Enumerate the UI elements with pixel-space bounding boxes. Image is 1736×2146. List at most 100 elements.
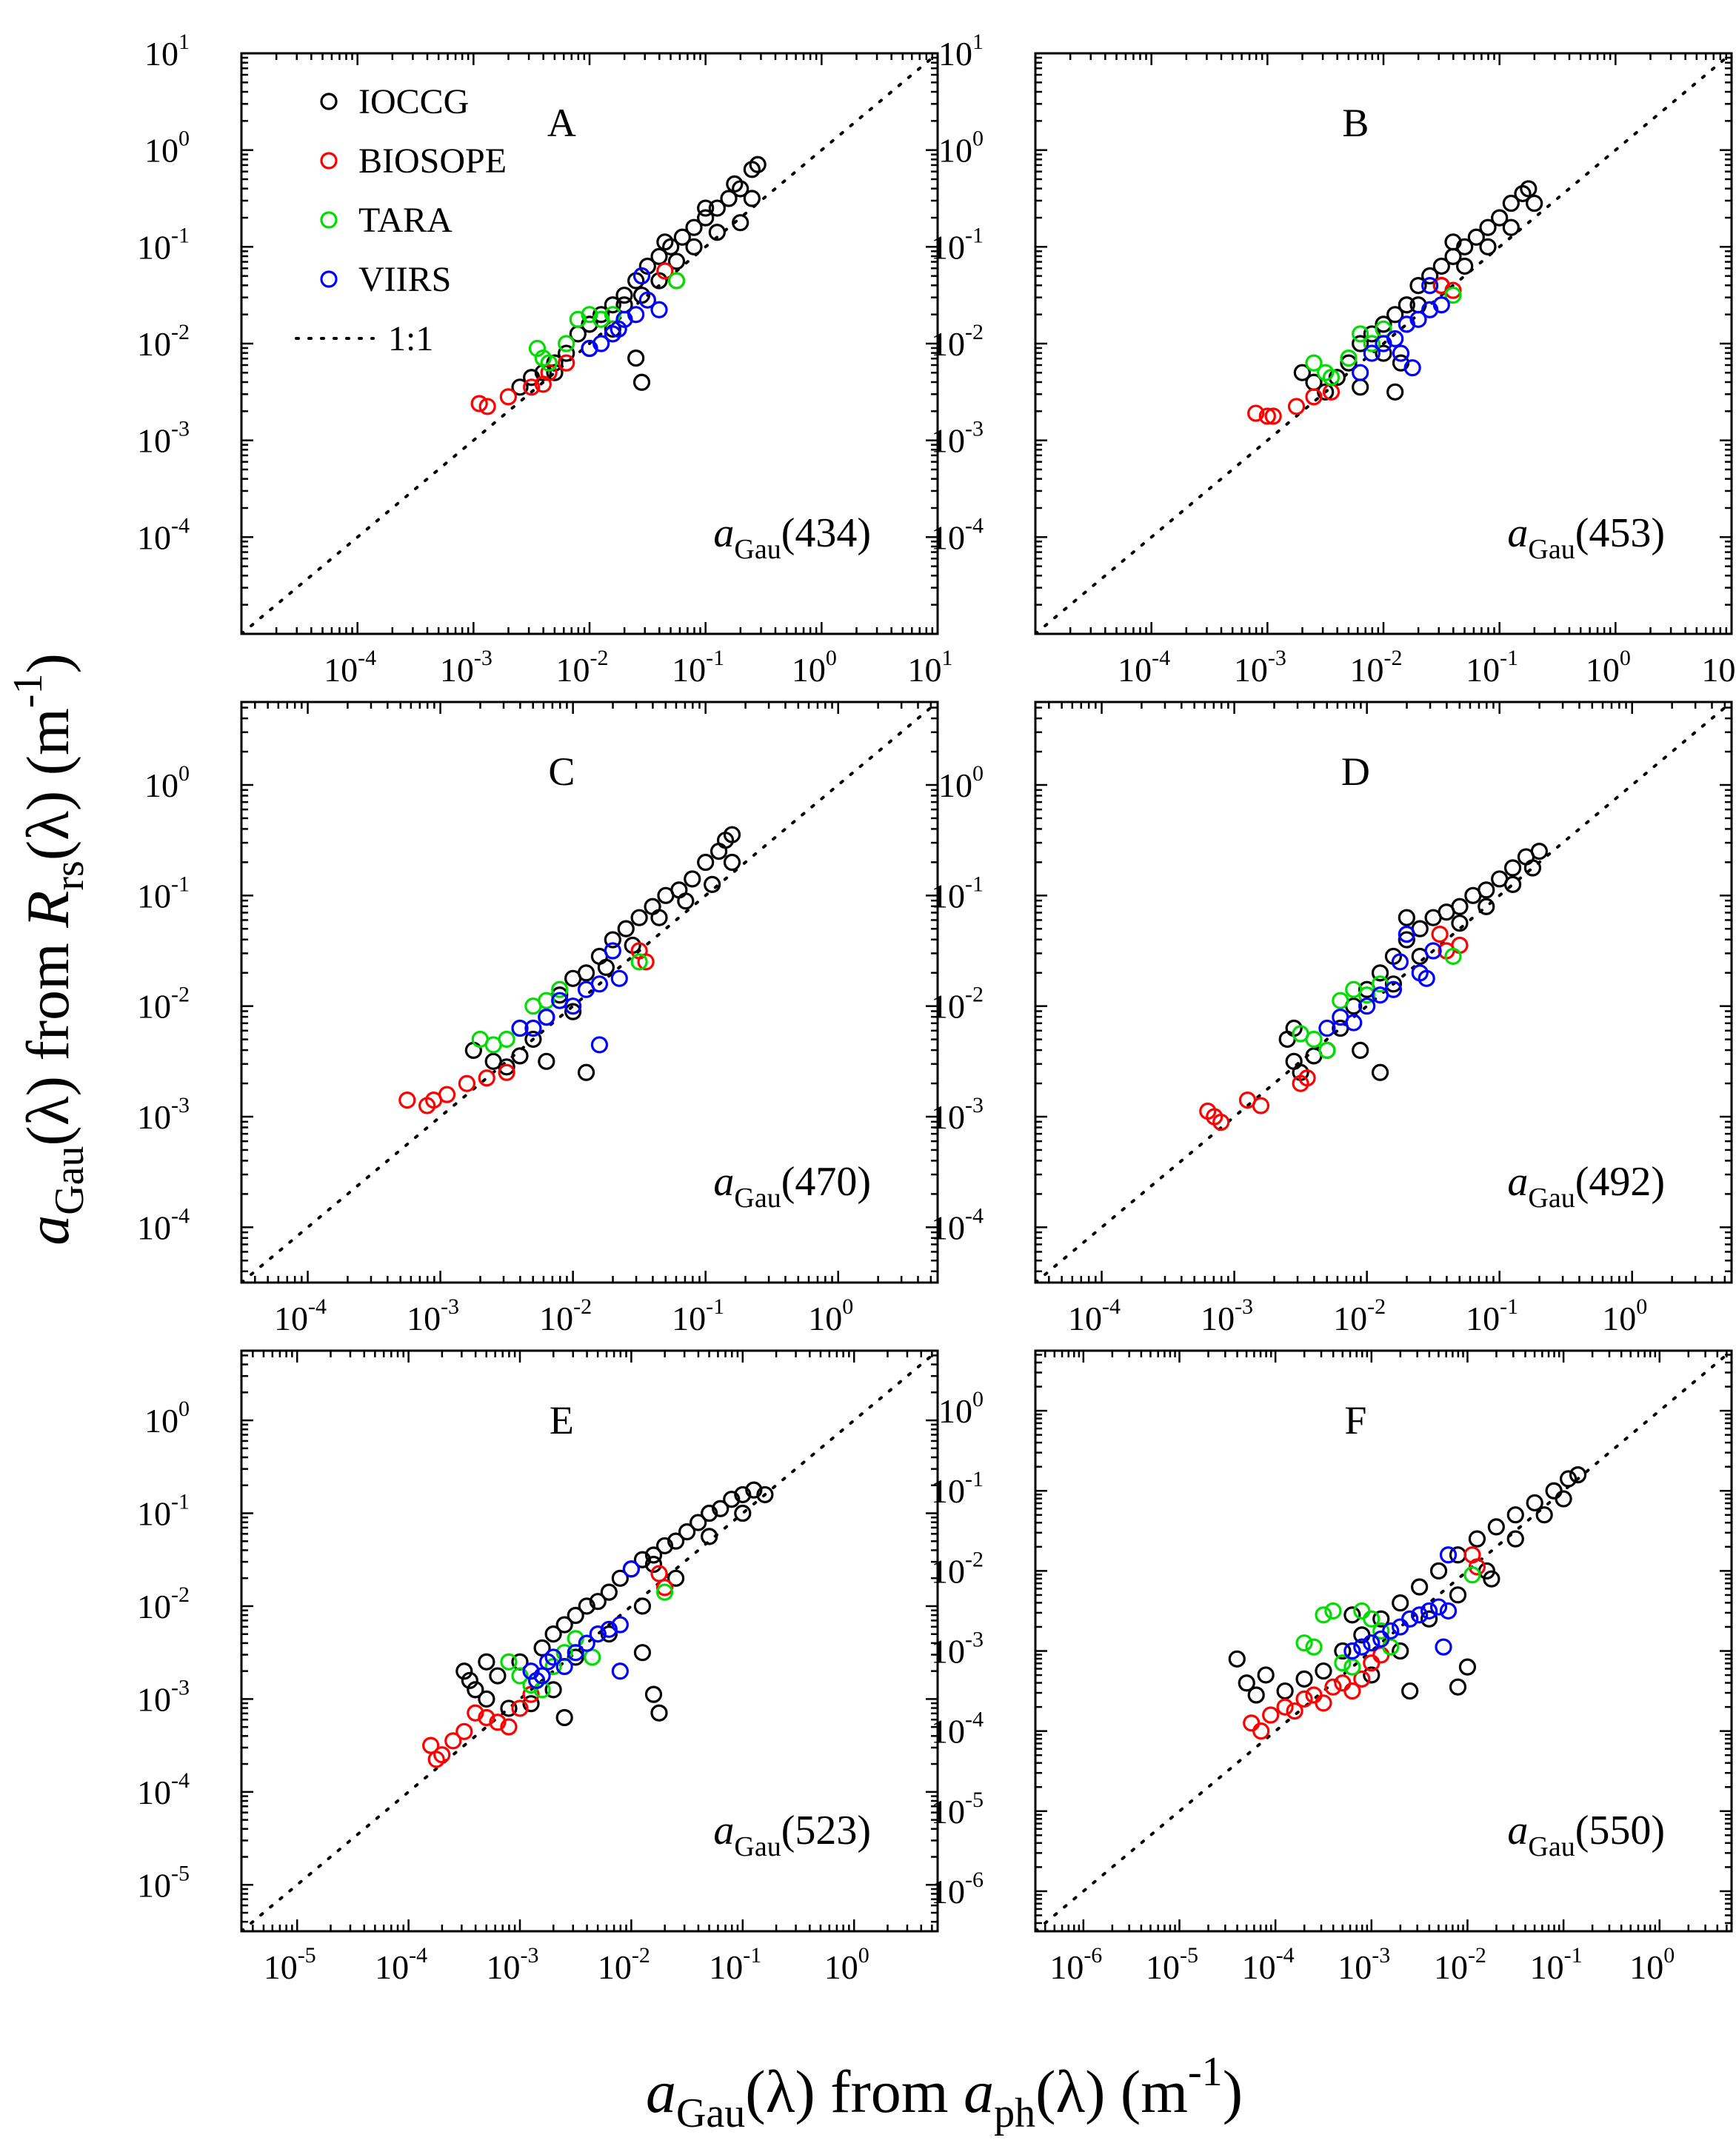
data-point <box>1375 315 1392 333</box>
data-point <box>1479 238 1497 255</box>
legend: IOCCG BIOSOPE TARA VIIRS 1:1 <box>295 82 507 358</box>
data-point <box>1322 369 1341 387</box>
panel-annotation: aGau(434) <box>713 510 871 565</box>
data-point <box>1384 980 1403 998</box>
data-point <box>638 257 656 275</box>
x-tick-label: 101 <box>908 646 953 689</box>
data-point <box>1384 975 1403 993</box>
panel-letter: C <box>548 749 575 794</box>
x-tick-label: 10-1 <box>672 1294 724 1337</box>
panel-letter: E <box>550 1398 574 1443</box>
data-point <box>1353 1670 1371 1688</box>
x-tick-label: 10-1 <box>709 1943 761 1986</box>
data-point <box>638 291 656 309</box>
data-point <box>1264 407 1282 425</box>
data-point <box>704 875 721 894</box>
data-point <box>1305 1638 1323 1656</box>
data-point <box>590 1036 609 1054</box>
data-point <box>1418 969 1435 987</box>
data-point <box>627 350 645 367</box>
data-point <box>455 1662 473 1680</box>
ticks <box>241 702 938 1283</box>
data-point <box>1491 209 1509 227</box>
y-tick-label: 10-6 <box>931 1868 984 1911</box>
data-point <box>467 1704 484 1722</box>
series-ioccg <box>511 156 767 396</box>
panel-annotation: aGau(523) <box>713 1808 871 1862</box>
data-point <box>1411 1578 1429 1596</box>
panel-d: 10-4 10-3 10-2 10-1 100 10-4 10-3 10-2 10-1 100 Da… <box>931 701 1733 1337</box>
legend-marker <box>320 270 338 288</box>
data-point <box>558 354 575 372</box>
data-point <box>685 238 703 255</box>
y-axis-title-text: aGau(λ) from Rrs(λ) (m-1) <box>5 653 93 1246</box>
legend-marker <box>320 211 338 229</box>
data-point <box>544 1648 562 1666</box>
data-point <box>567 1648 584 1666</box>
y-tick-label: 10-3 <box>137 417 190 460</box>
data-point <box>555 1616 573 1634</box>
data-point <box>1358 986 1376 1004</box>
y-tick-label: 100 <box>938 127 984 170</box>
data-point <box>1371 1063 1389 1081</box>
y-tick-label: 10-3 <box>137 1675 190 1718</box>
data-point <box>1483 1570 1500 1588</box>
scatter-points <box>398 826 741 1114</box>
data-point <box>498 1058 515 1076</box>
data-point <box>723 853 741 872</box>
data-point <box>511 378 529 396</box>
data-point <box>1506 1530 1524 1548</box>
data-point <box>467 1681 484 1699</box>
data-point <box>1458 1658 1477 1676</box>
data-point <box>1315 1606 1332 1624</box>
data-point <box>667 272 686 290</box>
data-point <box>1456 257 1474 275</box>
ticks <box>241 1351 938 1931</box>
scatter-points <box>422 1481 774 1768</box>
legend-item-biosope: BIOSOPE <box>320 141 507 181</box>
data-point <box>1286 1702 1303 1720</box>
data-point <box>604 931 621 949</box>
data-point <box>1262 1706 1280 1724</box>
panel-letter: D <box>1341 749 1370 794</box>
data-point <box>650 247 668 265</box>
data-point <box>1468 1530 1486 1548</box>
data-point <box>611 1569 629 1587</box>
data-point <box>578 1634 595 1652</box>
data-point <box>1439 1602 1458 1620</box>
x-tick-label: 10-3 <box>407 1294 459 1337</box>
data-point <box>1435 1638 1452 1656</box>
series-viirs <box>1343 1546 1458 1660</box>
data-point <box>644 1546 663 1564</box>
legend-marker <box>320 152 338 170</box>
x-tick-label: 10-4 <box>1068 1294 1121 1337</box>
data-point <box>720 190 738 207</box>
x-tick-label: 10-2 <box>539 1294 592 1337</box>
data-point <box>1535 1506 1553 1524</box>
data-point <box>527 1671 546 1689</box>
data-point <box>1401 1682 1419 1700</box>
data-point <box>1375 344 1392 362</box>
data-point <box>544 1625 562 1643</box>
data-point <box>564 1003 582 1020</box>
data-point <box>498 1030 515 1049</box>
y-tick-label: 10-1 <box>931 223 984 266</box>
data-point <box>544 1681 562 1699</box>
data-point <box>630 909 648 926</box>
data-point <box>1449 1678 1467 1696</box>
series-viirs <box>511 942 628 1054</box>
data-point <box>1449 1586 1467 1604</box>
data-point <box>584 1648 601 1666</box>
data-point <box>1332 992 1349 1009</box>
data-point <box>1526 1494 1543 1512</box>
data-point <box>1487 1518 1505 1536</box>
data-point <box>1372 1610 1390 1628</box>
y-tick-label: 10-3 <box>931 417 984 460</box>
data-point <box>1398 296 1415 314</box>
y-tick-label: 10-5 <box>931 1788 984 1831</box>
data-point <box>1334 1654 1352 1672</box>
data-point <box>637 953 655 971</box>
data-point <box>1212 1113 1230 1132</box>
data-point <box>1372 1622 1390 1640</box>
one-to-one-line <box>1035 1351 1732 1931</box>
